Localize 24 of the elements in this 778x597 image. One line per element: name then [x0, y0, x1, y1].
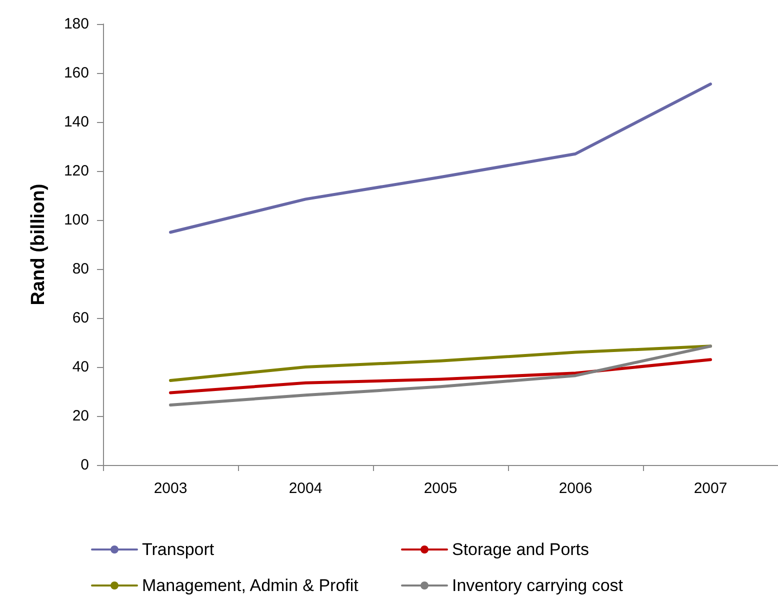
x-tick-label: 2003 — [154, 480, 188, 497]
y-tick-label: 20 — [72, 408, 89, 424]
line-series — [169, 344, 712, 406]
line-series — [169, 358, 712, 394]
y-tick-label: 60 — [72, 310, 89, 326]
y-tick-label: 120 — [64, 162, 89, 180]
line-series — [169, 344, 712, 382]
y-tick-label: 180 — [64, 16, 89, 32]
x-tick-label: 2006 — [558, 480, 592, 497]
line-series — [169, 82, 712, 234]
y-axis-title: Rand (billion) — [28, 184, 49, 306]
legend-label: Storage and Ports — [452, 540, 590, 559]
x-tick-label: 2007 — [694, 480, 728, 497]
y-tick-label: 100 — [64, 212, 89, 228]
x-tick-label: 2005 — [424, 480, 458, 497]
y-tick-label: 0 — [80, 456, 89, 474]
y-tick-label: 80 — [72, 260, 89, 278]
legend-label: Transport — [142, 540, 214, 559]
y-tick-label: 40 — [72, 358, 89, 376]
legend-label: Management, Admin & Profit — [142, 576, 359, 595]
y-tick-label: 140 — [64, 114, 89, 130]
x-tick-label: 2004 — [288, 480, 322, 497]
y-tick-label: 160 — [64, 64, 89, 82]
legend-label: Inventory carrying cost — [452, 576, 624, 595]
